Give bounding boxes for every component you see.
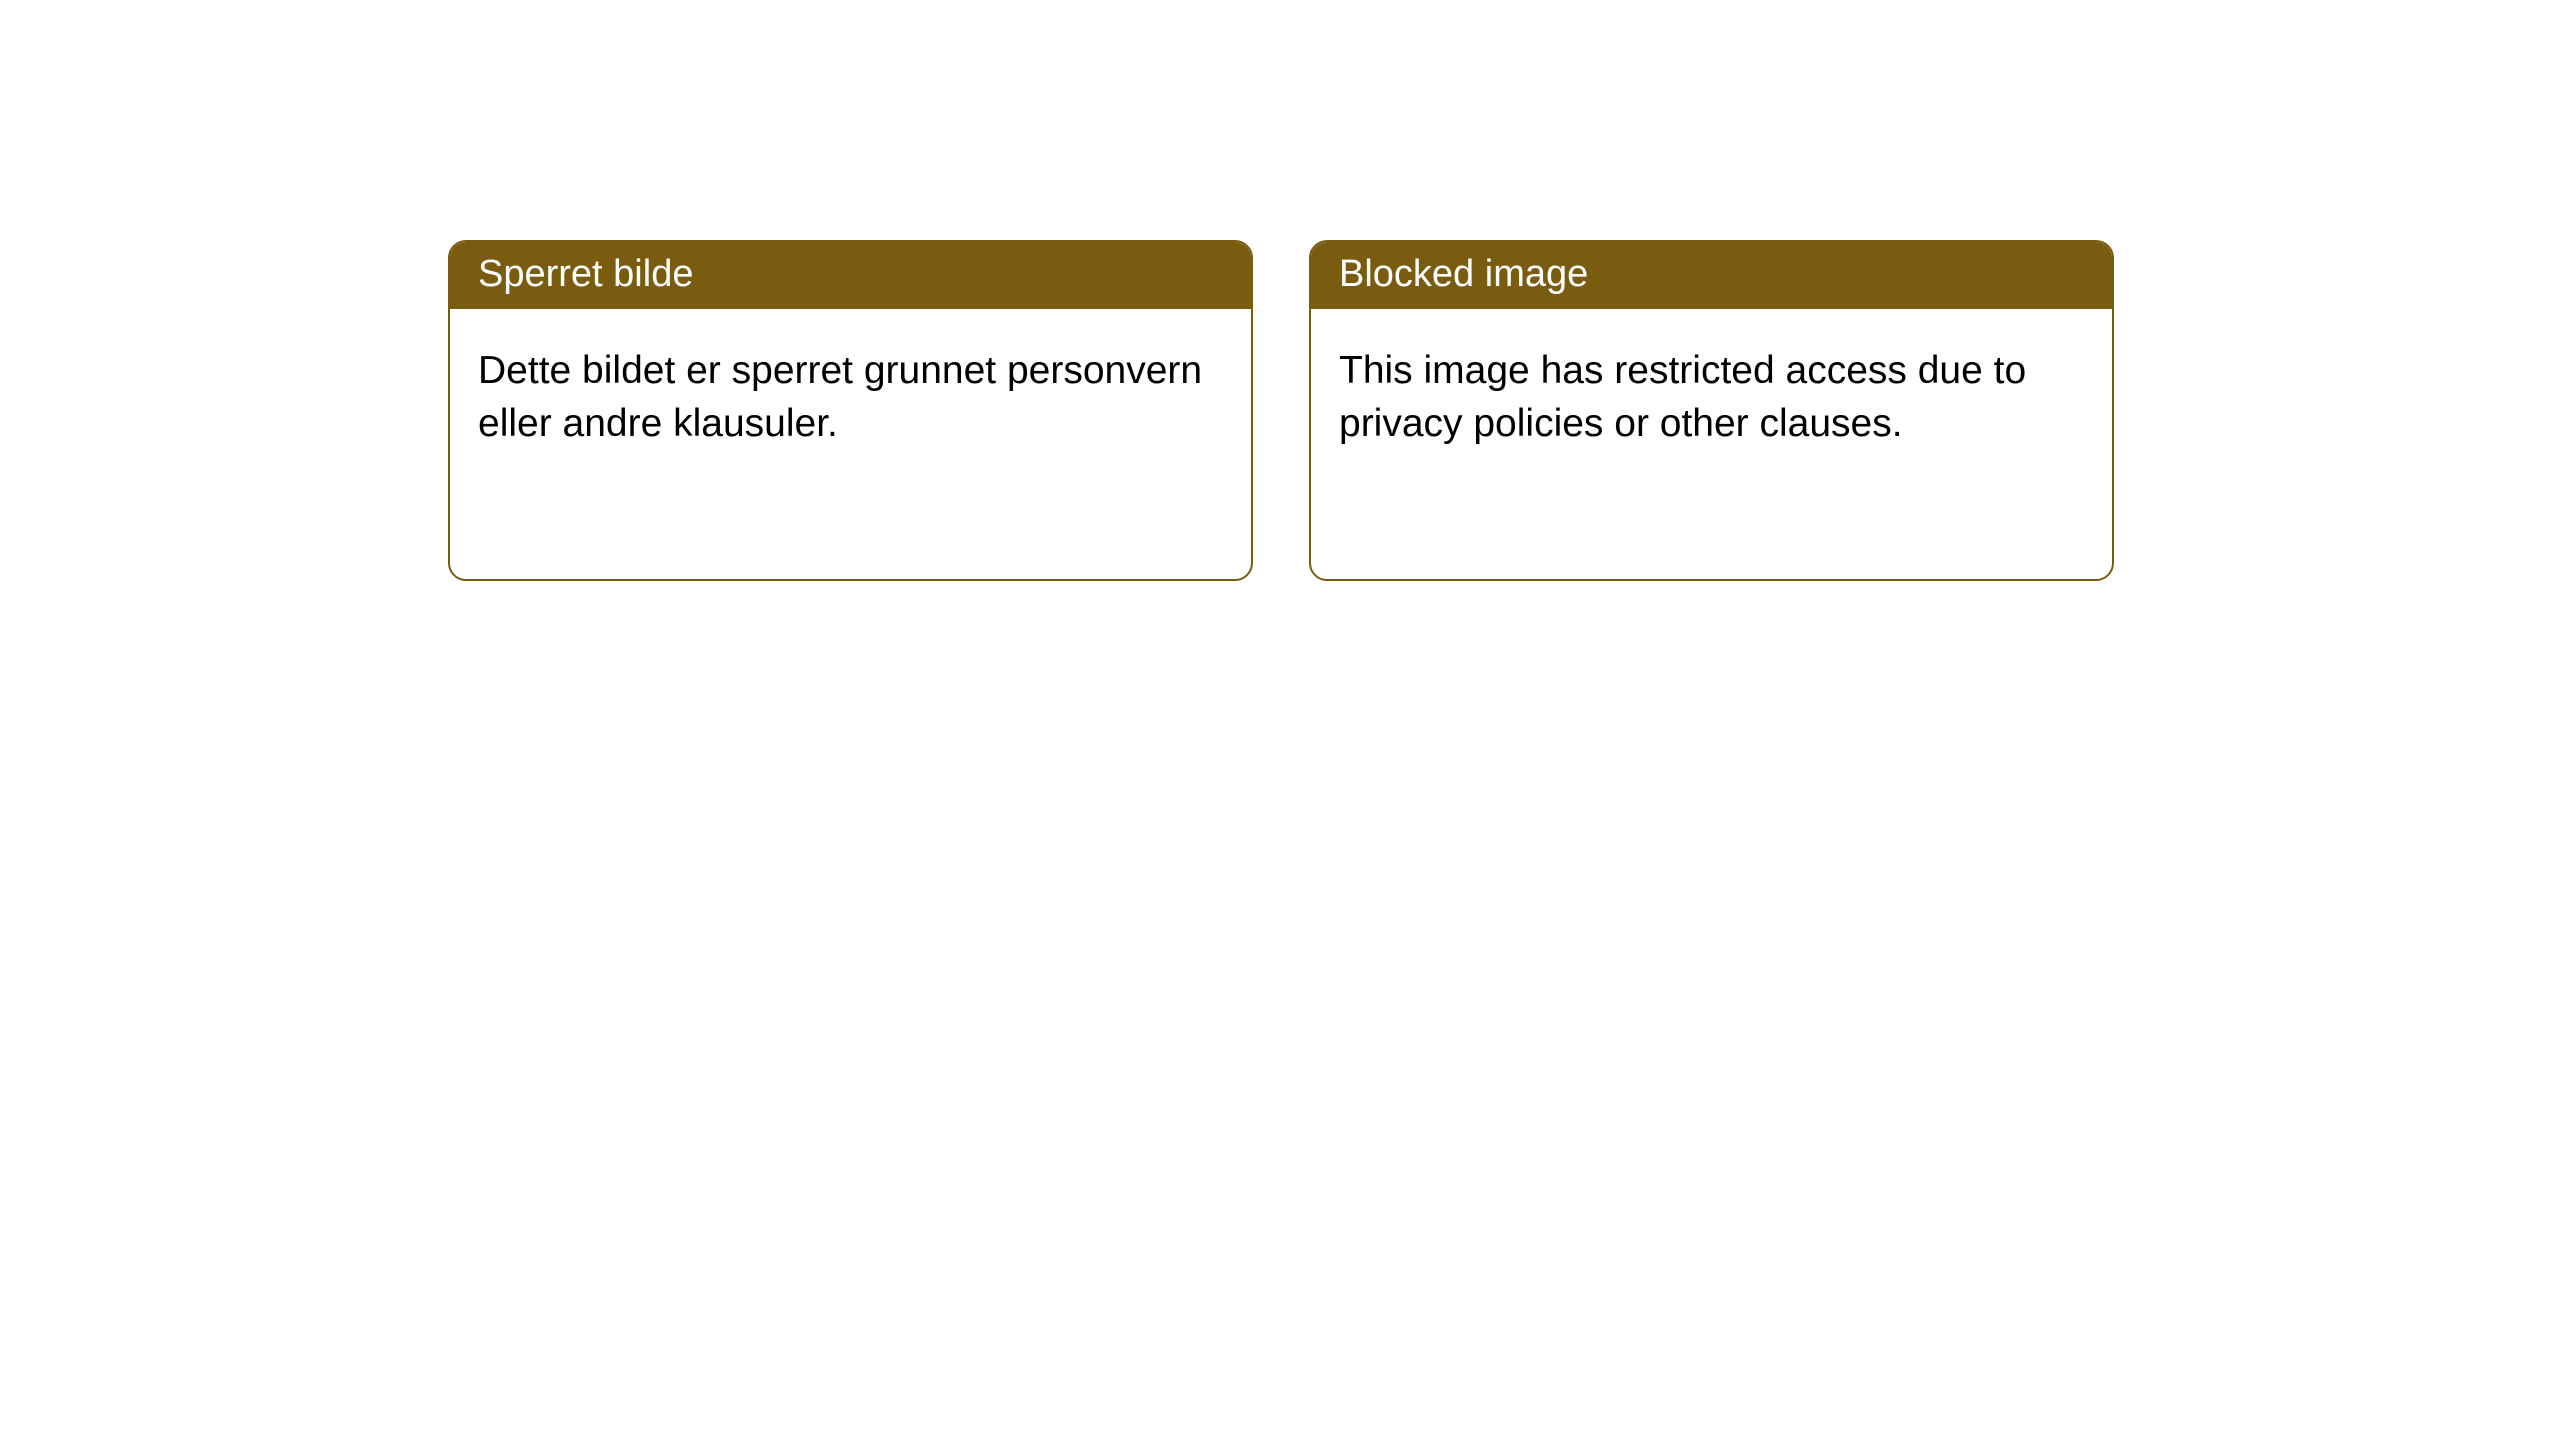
card-header: Blocked image	[1311, 242, 2112, 309]
card-body: This image has restricted access due to …	[1311, 309, 2112, 579]
notice-card-norwegian: Sperret bilde Dette bildet er sperret gr…	[448, 240, 1253, 581]
card-title: Blocked image	[1339, 253, 1588, 295]
card-body: Dette bildet er sperret grunnet personve…	[450, 309, 1251, 579]
card-header: Sperret bilde	[450, 242, 1251, 309]
notice-cards-container: Sperret bilde Dette bildet er sperret gr…	[0, 0, 2560, 581]
card-title: Sperret bilde	[478, 253, 693, 295]
card-body-text: Dette bildet er sperret grunnet personve…	[478, 349, 1202, 445]
card-body-text: This image has restricted access due to …	[1339, 349, 2026, 445]
notice-card-english: Blocked image This image has restricted …	[1309, 240, 2114, 581]
